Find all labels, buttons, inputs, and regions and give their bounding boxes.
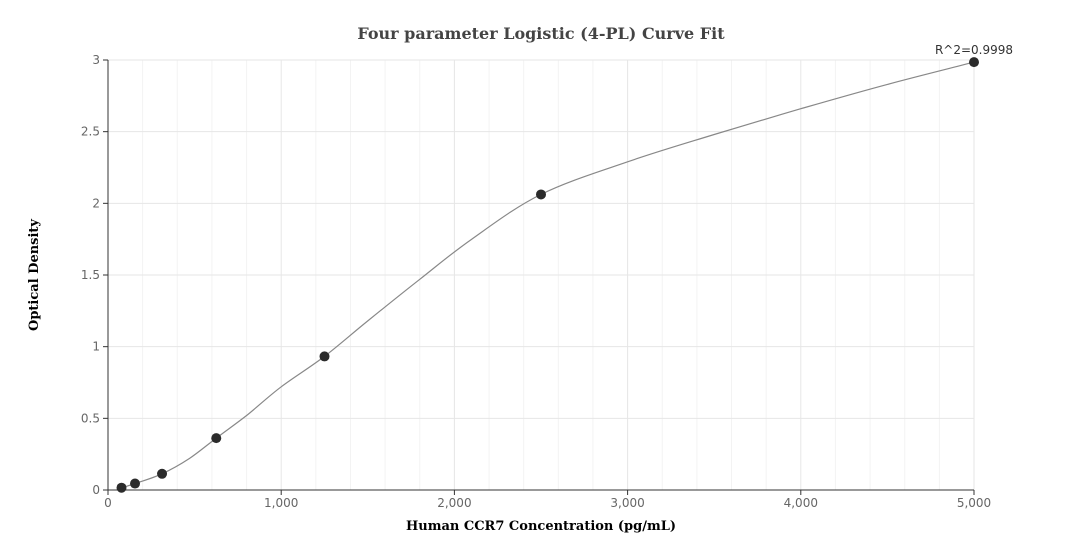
y-tick-label: 1 [92,340,100,354]
r-squared-annotation: R^2=0.9998 [935,43,1013,57]
data-point [116,482,127,493]
y-tick-label: 0 [92,483,100,497]
data-point [157,468,168,479]
x-tick-label: 2,000 [437,496,471,510]
y-tick-labels: 0 0.5 1 1.5 2 2.5 3 [81,53,100,497]
x-tick-label: 3,000 [610,496,644,510]
x-axis-title: Human CCR7 Concentration (pg/mL) [406,519,676,534]
data-point [969,57,979,68]
y-tick-label: 1.5 [81,268,100,282]
fit-curve-line [121,61,975,489]
y-tick-label: 2.5 [81,125,100,139]
major-grid [108,59,975,490]
y-tick-label: 0.5 [81,411,100,425]
y-tick-label: 3 [92,53,100,67]
y-axis-title: Optical Density [27,219,42,331]
x-tick-label: 4,000 [784,496,818,510]
y-tick-label: 2 [92,196,100,210]
x-tick-labels: 0 1,000 2,000 3,000 4,000 5,000 [104,496,991,510]
data-points-layer [116,57,979,493]
fit-curve-layer [121,61,975,489]
data-point [319,351,330,362]
x-tick-label: 0 [104,496,112,510]
data-point [536,189,546,200]
data-point [130,478,141,489]
x-tick-label: 1,000 [264,496,298,510]
axes [103,59,975,495]
x-tick-label: 5,000 [957,496,991,510]
chart-title: Four parameter Logistic (4-PL) Curve Fit [357,24,725,43]
data-point [211,433,222,444]
